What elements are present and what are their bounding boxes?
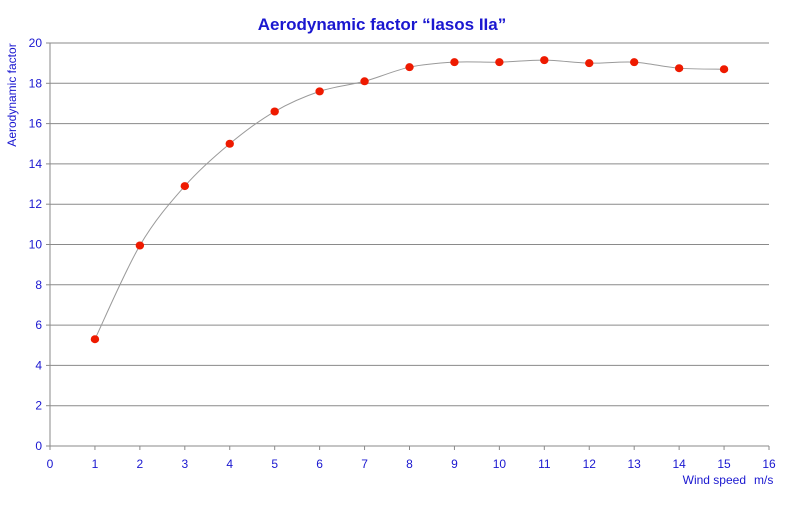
x-tick-label: 16 <box>762 457 776 471</box>
x-tick-labels: 0 1 2 3 4 5 6 7 8 9 10 11 12 13 14 15 16 <box>47 457 776 471</box>
y-tick-label: 4 <box>35 358 42 372</box>
trend-line <box>94 59 725 340</box>
x-tick-label: 13 <box>628 457 642 471</box>
y-tick-label: 16 <box>29 117 43 131</box>
x-tick-label: 8 <box>406 457 413 471</box>
data-points <box>90 56 729 344</box>
chart-title: Aerodynamic factor “Iasos IIa” <box>258 15 506 34</box>
data-point <box>315 87 324 96</box>
x-tick-label: 14 <box>672 457 686 471</box>
x-axis-label: Wind speed <box>683 473 746 487</box>
data-point <box>495 58 504 67</box>
y-tick-label: 12 <box>29 197 43 211</box>
y-tick-label: 20 <box>29 36 43 50</box>
data-point <box>270 107 279 116</box>
y-tick-label: 10 <box>29 238 43 252</box>
x-tick-label: 3 <box>181 457 188 471</box>
x-tick-label: 10 <box>493 457 507 471</box>
x-tick-label: 11 <box>538 457 551 471</box>
data-point <box>719 65 729 74</box>
data-point <box>585 59 594 68</box>
y-tick-label: 18 <box>29 76 43 90</box>
x-tick-label: 2 <box>137 457 144 471</box>
grid-lines <box>46 42 769 447</box>
y-tick-label: 14 <box>29 157 43 171</box>
x-tick-label: 0 <box>47 457 54 471</box>
y-tick-label: 0 <box>35 439 42 453</box>
x-tick-label: 4 <box>226 457 233 471</box>
data-point <box>629 58 639 67</box>
x-tick-label: 15 <box>717 457 731 471</box>
data-point <box>135 241 145 250</box>
x-tick-label: 5 <box>271 457 278 471</box>
x-axis-unit: m/s <box>754 473 773 487</box>
x-tick-label: 1 <box>92 457 99 471</box>
data-point <box>674 64 684 73</box>
y-tick-label: 8 <box>35 278 42 292</box>
data-point <box>225 139 234 148</box>
x-tick-label: 6 <box>316 457 323 471</box>
x-tick-label: 12 <box>583 457 597 471</box>
data-point <box>405 63 414 72</box>
x-tick-label: 7 <box>361 457 368 471</box>
y-tick-labels: 0 2 4 6 8 10 12 14 16 18 20 <box>29 36 43 453</box>
y-tick-label: 2 <box>35 399 42 413</box>
y-tick-label: 6 <box>35 318 42 332</box>
y-axis-label: Aerodynamic factor <box>5 43 19 146</box>
data-point <box>450 58 459 67</box>
data-point <box>360 77 369 86</box>
axes <box>49 43 770 450</box>
x-tick-label: 9 <box>451 457 458 471</box>
data-point <box>180 182 190 191</box>
data-point <box>90 335 100 344</box>
data-point <box>540 56 549 65</box>
